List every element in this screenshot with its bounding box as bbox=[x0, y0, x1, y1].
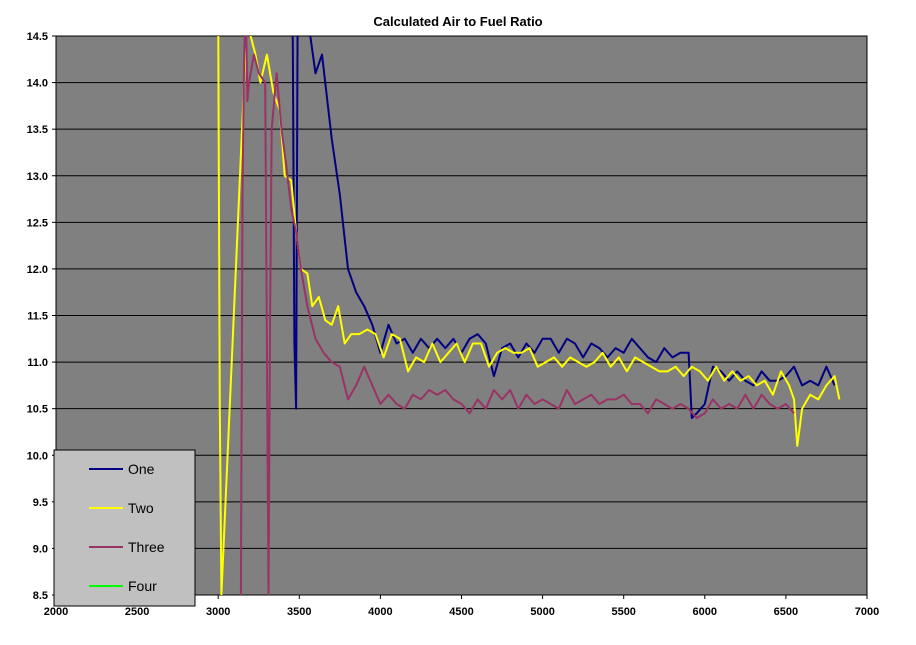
y-tick-label: 12.0 bbox=[27, 264, 48, 276]
x-tick-label: 4500 bbox=[449, 606, 473, 618]
x-tick-label: 4000 bbox=[368, 606, 392, 618]
y-tick-label: 13.5 bbox=[27, 124, 48, 136]
legend-label-two: Two bbox=[128, 500, 154, 516]
legend-label-four: Four bbox=[128, 578, 157, 594]
x-tick-label: 3000 bbox=[206, 606, 230, 618]
series-lines bbox=[217, 36, 841, 595]
legend-box bbox=[53, 449, 196, 607]
y-tick-label: 12.5 bbox=[27, 217, 48, 229]
y-tick-label: 11.5 bbox=[27, 311, 48, 323]
x-tick-label: 3500 bbox=[287, 606, 311, 618]
x-tick-label: 2000 bbox=[44, 606, 68, 618]
legend: One Two Three Four bbox=[53, 449, 196, 607]
axes: 8.5 9.0 9.5 10.0 10.5 11.0 11.5 12.0 12.5 13.0 13.… bbox=[27, 31, 880, 618]
y-tick-label: 11.0 bbox=[27, 357, 48, 369]
y-tick-label: 14.0 bbox=[27, 78, 48, 90]
x-tick-label: 2500 bbox=[125, 606, 149, 618]
y-tick-label: 9.5 bbox=[33, 497, 48, 509]
series-line-one bbox=[291, 36, 836, 419]
gridlines bbox=[56, 82, 867, 549]
y-tick-label: 13.0 bbox=[27, 171, 48, 183]
y-tick-label: 9.0 bbox=[33, 543, 48, 555]
x-tick-label: 6000 bbox=[693, 606, 717, 618]
series-line-three bbox=[239, 36, 795, 595]
legend-label-one: One bbox=[128, 461, 155, 477]
y-tick-label: 14.5 bbox=[27, 31, 48, 43]
chart-title: Calculated Air to Fuel Ratio bbox=[373, 14, 542, 29]
x-tick-label: 7000 bbox=[855, 606, 879, 618]
y-tick-label: 8.5 bbox=[33, 590, 48, 602]
legend-label-three: Three bbox=[128, 539, 165, 555]
x-tick-label: 5500 bbox=[611, 606, 635, 618]
y-tick-label: 10.0 bbox=[27, 450, 48, 462]
x-tick-label: 6500 bbox=[774, 606, 798, 618]
y-tick-label: 10.5 bbox=[27, 404, 48, 416]
x-tick-label: 5000 bbox=[530, 606, 554, 618]
